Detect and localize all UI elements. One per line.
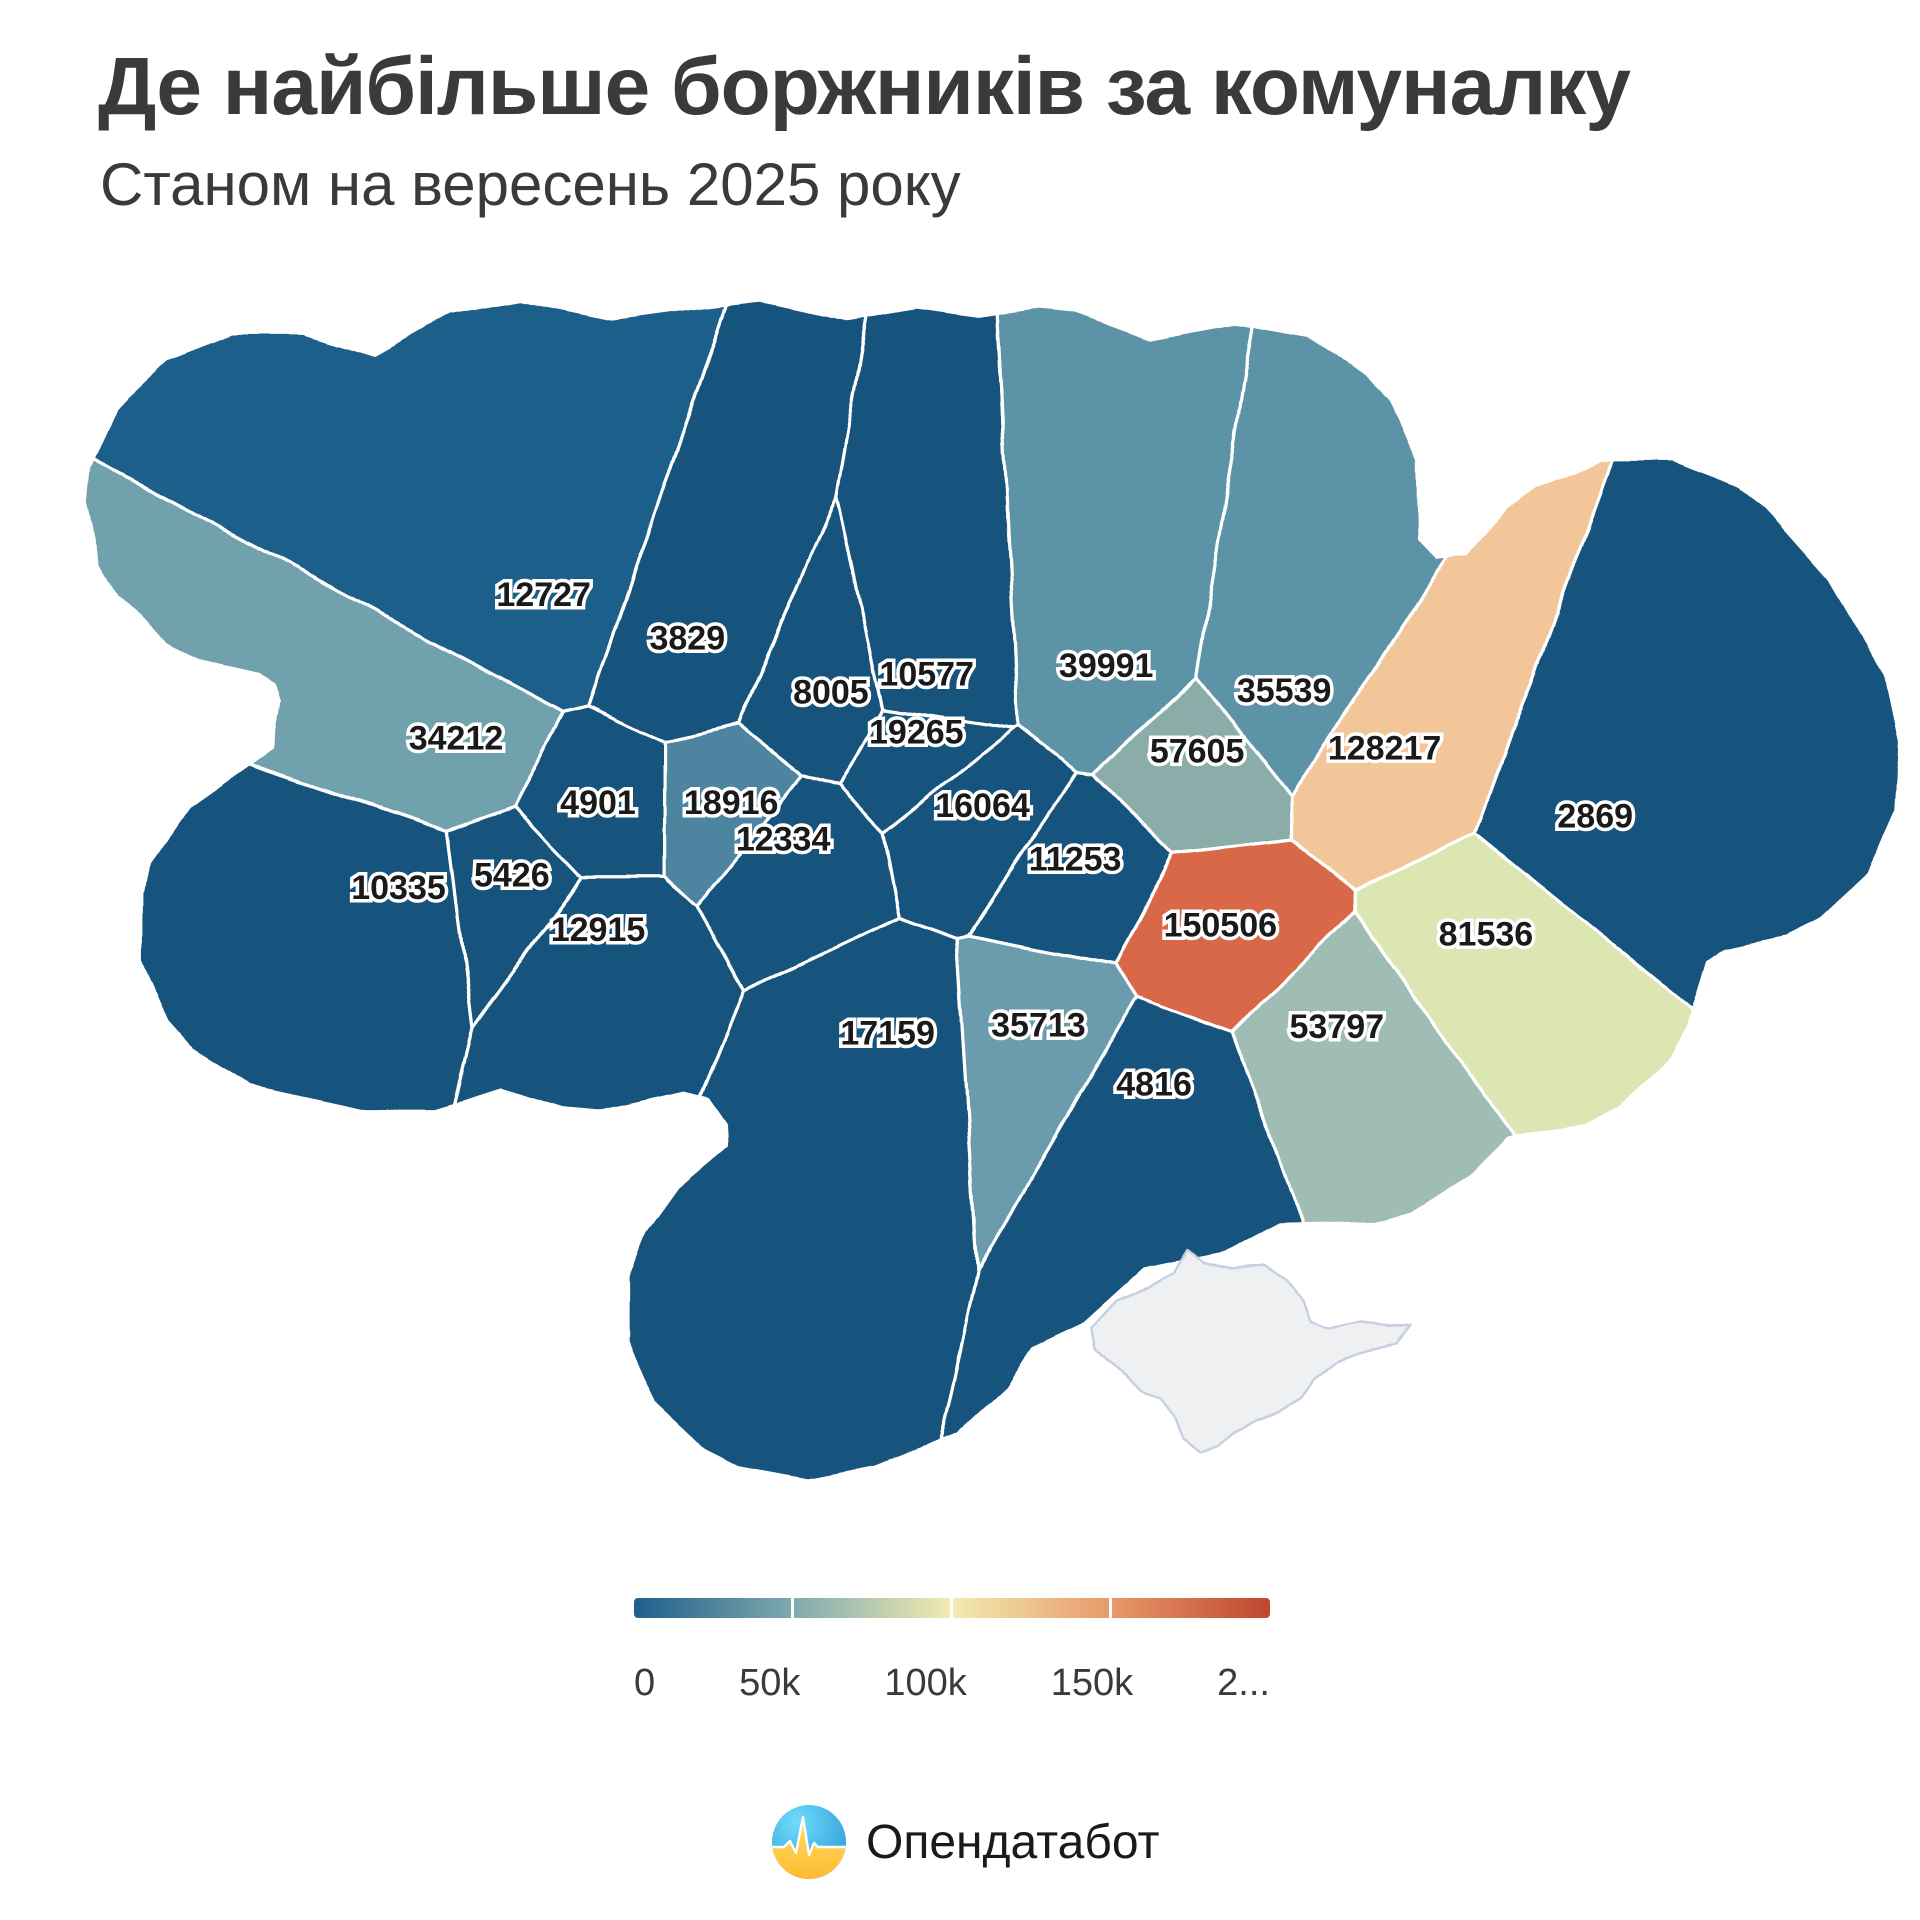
svg-text:11253: 11253 xyxy=(1029,841,1122,879)
svg-text:34212: 34212 xyxy=(409,720,504,758)
svg-text:39991: 39991 xyxy=(1059,647,1154,685)
svg-text:35539: 35539 xyxy=(1237,672,1332,710)
svg-text:12727: 12727 xyxy=(496,576,591,614)
svg-text:12334: 12334 xyxy=(736,820,831,858)
svg-text:4901: 4901 xyxy=(560,784,636,822)
svg-text:35713: 35713 xyxy=(991,1006,1086,1044)
svg-text:57605: 57605 xyxy=(1150,732,1245,770)
svg-text:128217: 128217 xyxy=(1328,729,1441,767)
svg-text:10335: 10335 xyxy=(351,869,446,907)
svg-text:12915: 12915 xyxy=(551,911,646,949)
svg-text:16064: 16064 xyxy=(935,787,1030,825)
svg-text:53797: 53797 xyxy=(1290,1008,1385,1046)
svg-text:5426: 5426 xyxy=(474,856,550,894)
svg-text:17159: 17159 xyxy=(840,1015,935,1053)
svg-text:10577: 10577 xyxy=(879,655,974,693)
svg-text:8005: 8005 xyxy=(793,673,869,711)
svg-text:3829: 3829 xyxy=(649,620,725,658)
svg-text:150506: 150506 xyxy=(1164,906,1277,944)
svg-text:81536: 81536 xyxy=(1439,915,1534,953)
svg-text:19265: 19265 xyxy=(869,714,964,752)
svg-text:4816: 4816 xyxy=(1116,1065,1192,1103)
svg-text:2869: 2869 xyxy=(1557,797,1633,835)
svg-text:18916: 18916 xyxy=(684,784,779,822)
